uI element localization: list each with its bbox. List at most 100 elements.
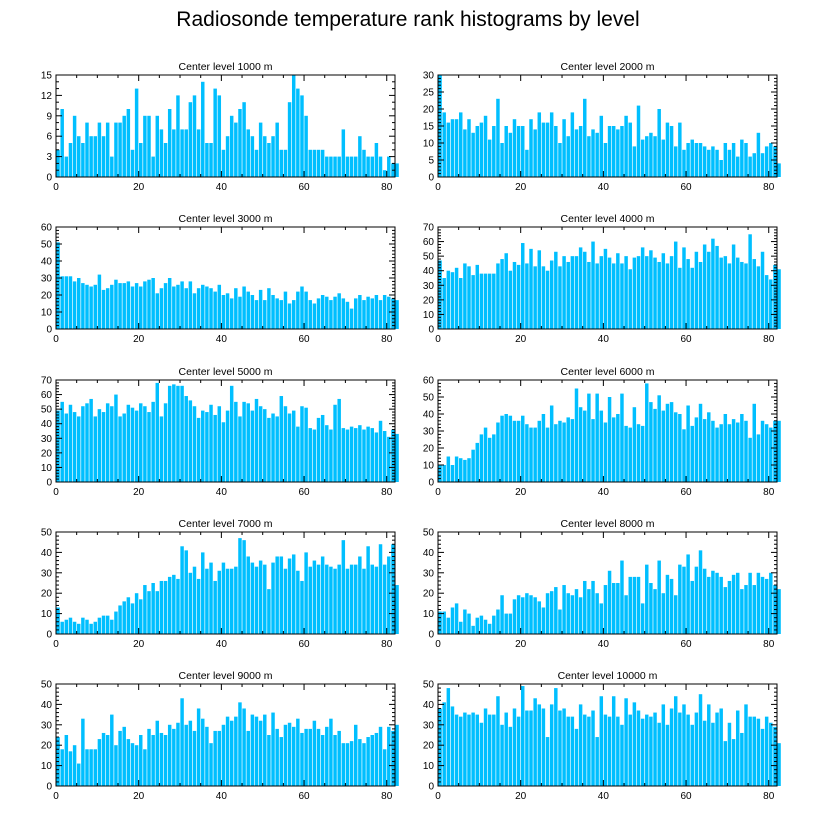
histogram-bar xyxy=(325,564,329,634)
histogram-bar xyxy=(180,129,184,177)
histogram-bar xyxy=(632,257,637,329)
histogram-bar xyxy=(93,136,98,177)
histogram-bar xyxy=(89,749,93,786)
histogram-bar xyxy=(748,437,752,482)
y-tick-label: 30 xyxy=(423,568,435,579)
histogram-bar xyxy=(81,617,85,634)
histogram-bar xyxy=(304,407,308,482)
histogram-bar xyxy=(467,714,471,786)
histogram-bar xyxy=(760,251,765,329)
histogram-bar xyxy=(549,405,554,482)
histogram-bar xyxy=(114,279,118,329)
histogram-bar xyxy=(707,576,711,634)
y-tick-label: 50 xyxy=(423,393,435,404)
histogram-bar xyxy=(105,403,110,482)
histogram-bar xyxy=(391,298,395,329)
histogram-bar xyxy=(661,253,666,329)
x-tick-label: 80 xyxy=(381,334,393,345)
histogram-bar xyxy=(686,714,690,786)
histogram-bar xyxy=(690,425,694,482)
histogram-bar xyxy=(508,415,513,482)
histogram-bar xyxy=(777,269,781,329)
histogram-bar xyxy=(769,279,773,329)
histogram-bar xyxy=(562,422,566,482)
histogram-bar xyxy=(640,425,645,482)
histogram-bar xyxy=(234,716,238,786)
histogram-bar xyxy=(114,394,118,482)
histogram-bar xyxy=(349,308,354,329)
histogram-bar xyxy=(632,407,637,482)
histogram-bar xyxy=(769,427,773,482)
histogram-bar xyxy=(93,749,98,786)
histogram-bar xyxy=(740,261,744,329)
histogram-bar xyxy=(180,385,184,482)
histogram-bar xyxy=(172,384,176,482)
y-tick-label: 30 xyxy=(41,568,53,579)
y-tick-label: 40 xyxy=(41,700,53,711)
histogram-bar xyxy=(735,257,740,329)
histogram-bar xyxy=(97,739,102,786)
histogram-bar xyxy=(250,714,255,786)
histogram-bar xyxy=(769,143,773,177)
histogram-bar xyxy=(595,737,599,786)
x-tick-label: 60 xyxy=(298,182,310,193)
histogram-bar xyxy=(438,708,442,786)
histogram-bar xyxy=(694,417,699,482)
histogram-bar xyxy=(562,256,566,329)
histogram-bar xyxy=(735,156,740,177)
histogram-bar xyxy=(492,714,496,786)
panel-4: Center level 4000 m 0 20 40 60 80 0 10 20 30 40 50 6… xyxy=(423,213,781,345)
y-tick-label: 30 xyxy=(423,71,435,82)
histogram-bar xyxy=(471,449,475,482)
histogram-bar xyxy=(529,119,533,177)
histogram-bar xyxy=(454,119,459,177)
histogram-bar xyxy=(139,286,143,329)
histogram-bar xyxy=(583,251,587,329)
histogram-bar xyxy=(349,564,354,634)
histogram-bar xyxy=(387,556,391,634)
y-tick-label: 30 xyxy=(41,720,53,731)
histogram-bar xyxy=(130,286,135,329)
histogram-bar xyxy=(312,720,317,786)
histogram-bar xyxy=(735,572,740,634)
histogram-bar xyxy=(196,417,201,482)
histogram-bar xyxy=(707,251,711,329)
histogram-bar xyxy=(587,393,591,482)
panel-title: Center level 6000 m xyxy=(561,366,655,378)
histogram-bar xyxy=(163,580,168,634)
x-tick-label: 40 xyxy=(598,791,610,802)
histogram-bar xyxy=(370,428,374,482)
histogram-bar xyxy=(450,465,455,482)
histogram-bar xyxy=(275,728,279,786)
histogram-bar xyxy=(740,732,744,786)
histogram-bar xyxy=(201,410,205,482)
histogram-bar xyxy=(607,570,612,634)
histogram-bar xyxy=(682,704,686,786)
histogram-bar xyxy=(756,718,761,786)
histogram-bar xyxy=(707,412,711,482)
histogram-bar xyxy=(463,129,467,177)
y-tick-label: 0 xyxy=(428,478,434,489)
histogram-bar xyxy=(624,256,628,329)
histogram-bar xyxy=(353,724,358,786)
histogram-bar xyxy=(525,263,529,329)
histogram-bar xyxy=(632,576,637,634)
histogram-bar xyxy=(387,436,391,482)
y-tick-label: 10 xyxy=(423,310,435,321)
histogram-bar xyxy=(387,726,391,786)
histogram-bar xyxy=(735,710,740,786)
y-tick-label: 15 xyxy=(423,122,435,133)
histogram-bar xyxy=(744,704,748,786)
histogram-bar xyxy=(752,153,756,177)
histogram-bar xyxy=(487,714,492,786)
histogram-bar xyxy=(155,293,160,329)
histogram-bar xyxy=(764,146,769,177)
histogram-bar xyxy=(85,749,89,786)
histogram-bar xyxy=(640,139,645,177)
histogram-bar xyxy=(500,143,504,177)
plot-frame xyxy=(55,683,396,787)
histogram-bar xyxy=(752,259,756,329)
histogram-bar xyxy=(93,416,98,482)
histogram-bar xyxy=(496,609,500,634)
histogram-bar xyxy=(180,698,184,786)
